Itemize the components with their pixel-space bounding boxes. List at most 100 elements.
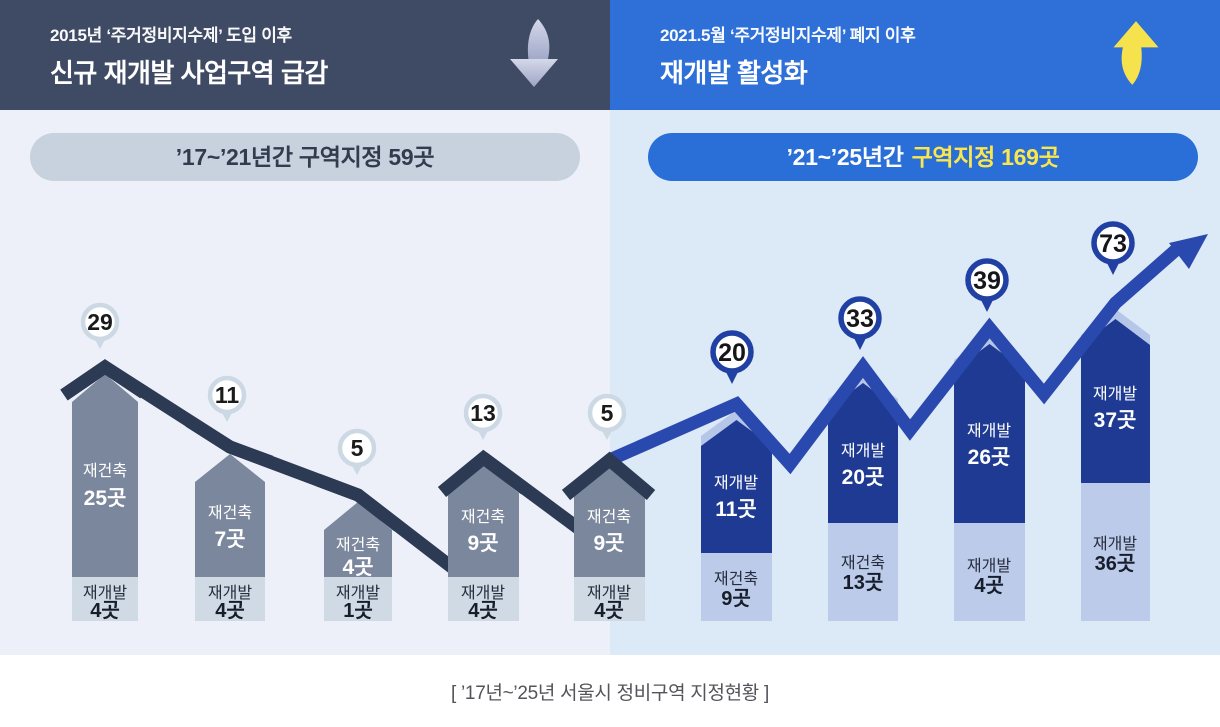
banner-right-text: ’21~’25년간 구역지정 169곳 <box>787 144 1060 170</box>
segment-count: 4곳 <box>215 600 245 622</box>
bar-9: 재개발 37곳 재개발 36곳 <box>1081 309 1150 621</box>
callout-bubble-2: 11 <box>207 375 247 422</box>
callout-bubble-1: 29 <box>80 302 120 349</box>
callout-value: 29 <box>87 309 113 335</box>
header-left: 2015년 ‘주거정비지수제’ 도입 이후 신규 재개발 사업구역 급감 <box>0 0 610 110</box>
callout-circle <box>207 375 247 415</box>
segment-label: 재건축 <box>336 536 380 554</box>
segment-label: 재건축 <box>714 570 758 588</box>
bar-4-bottom-segment <box>448 577 519 621</box>
callout-bubble-4: 13 <box>463 393 503 440</box>
segment-label: 재개발 <box>208 584 252 602</box>
segment-label: 재개발 <box>841 442 885 460</box>
callout-circle <box>1091 221 1135 265</box>
segment-count: 4곳 <box>90 600 120 622</box>
callout-circle <box>80 302 120 342</box>
bar-6-top-segment <box>701 420 772 553</box>
segment-count: 9곳 <box>468 532 499 555</box>
chart-area: ’17~’21년간 구역지정 59곳 ’21~’25년간 구역지정 169곳 재건… <box>0 110 1220 655</box>
segment-count: 7곳 <box>215 528 246 551</box>
header-left-subtitle: 2015년 ‘주거정비지수제’ 도입 이후 <box>50 25 292 45</box>
bar-1-cap <box>60 359 148 401</box>
callout-value: 5 <box>601 400 614 426</box>
callout-value: 39 <box>973 267 1001 295</box>
segment-count: 9곳 <box>721 588 751 610</box>
segment-count: 1곳 <box>343 600 373 622</box>
segment-label: 재개발 <box>587 584 631 602</box>
segment-label: 재개발 <box>967 557 1011 575</box>
bar-3-cap <box>315 473 402 532</box>
segment-label: 재개발 <box>336 584 380 602</box>
bar-2-bottom-segment <box>195 577 265 621</box>
bar-2-top-segment <box>195 454 265 577</box>
callout-bubble-5: 5 <box>587 393 627 440</box>
bar-1-top-segment <box>72 374 138 577</box>
bar-6: 재개발 11곳 재건축 9곳 <box>701 410 772 621</box>
bar-5-cap <box>561 451 656 501</box>
segment-label: 재개발 <box>461 584 505 602</box>
bar-8-top-segment <box>954 344 1025 523</box>
banner-right-prefix: ’21~’25년간 <box>787 144 904 170</box>
segment-label: 재건축 <box>841 554 885 572</box>
segment-label: 재건축 <box>461 508 505 526</box>
banner-right-pill <box>648 133 1198 181</box>
down-arrow-icon <box>510 19 558 87</box>
bar-8-bottom-segment <box>954 523 1025 621</box>
segment-count: 4곳 <box>594 600 624 622</box>
segment-label: 재개발 <box>967 422 1011 440</box>
callout-value: 5 <box>351 435 364 461</box>
segment-count: 13곳 <box>843 572 884 594</box>
bar-7: 재개발 20곳 재건축 13곳 <box>828 373 898 621</box>
bar-5-top-segment <box>574 467 645 577</box>
callout-bubble-7: 33 <box>838 296 882 350</box>
bar-1-bottom-segment <box>72 577 138 621</box>
segment-count: 20곳 <box>842 466 885 489</box>
segment-count: 9곳 <box>594 532 625 555</box>
callout-bubble-8: 39 <box>965 258 1009 312</box>
callout-value: 11 <box>215 382 240 408</box>
segment-label: 재개발 <box>1093 535 1137 553</box>
banner-right-highlight: 구역지정 169곳 <box>912 144 1060 170</box>
caption-row: [ ’17년~’25년 서울시 정비구역 지정현황 ] <box>0 655 1220 727</box>
header-right-title: 재개발 활성화 <box>660 57 808 88</box>
banner-right: ’21~’25년간 구역지정 169곳 <box>648 133 1198 181</box>
header-row: 2015년 ‘주거정비지수제’ 도입 이후 신규 재개발 사업구역 급감 202… <box>0 0 1220 110</box>
callout-circle <box>587 393 627 433</box>
bar-3: 재건축 4곳 재개발 1곳 <box>324 502 392 622</box>
segment-count: 37곳 <box>1094 409 1137 432</box>
callout-circle <box>337 428 377 468</box>
callout-bubble-9: 73 <box>1091 221 1135 275</box>
segment-count: 11곳 <box>715 498 757 521</box>
bar-7-bottom-segment <box>828 523 898 621</box>
segment-label: 재건축 <box>83 462 127 480</box>
header-right: 2021.5월 ‘주거정비지수제’ 폐지 이후 재개발 활성화 <box>610 0 1220 110</box>
bar-9-bottom-segment <box>1081 483 1150 621</box>
segment-label: 재개발 <box>83 584 127 602</box>
up-arrow-icon <box>1113 21 1159 85</box>
segment-label: 재개발 <box>714 474 758 492</box>
trend-line-up <box>606 244 1182 475</box>
segment-count: 25곳 <box>84 487 127 510</box>
callout-circle <box>965 258 1009 302</box>
bar-7-top-segment <box>828 383 898 523</box>
segment-label: 재개발 <box>1093 385 1137 403</box>
callout-circle <box>463 393 503 433</box>
callout-value: 33 <box>846 305 874 333</box>
callout-bubble-6: 20 <box>710 330 754 384</box>
header-right-subtitle: 2021.5월 ‘주거정비지수제’ 폐지 이후 <box>660 25 916 45</box>
bar-3-top-segment <box>324 502 392 577</box>
segment-count: 36곳 <box>1095 553 1136 575</box>
trend-arrowhead <box>1169 234 1208 269</box>
callout-value: 73 <box>1099 230 1127 258</box>
segment-count: 4곳 <box>974 575 1004 597</box>
banner-left-pill <box>30 133 580 181</box>
bar-6-bottom-segment <box>701 553 772 621</box>
callout-value: 20 <box>718 339 746 367</box>
bar-2: 재건축 7곳 재개발 4곳 <box>195 454 265 622</box>
segment-label: 재건축 <box>208 504 252 522</box>
bar-9-top-segment <box>1081 319 1150 483</box>
bar-4-cap <box>437 449 529 498</box>
callout-circle <box>838 296 882 340</box>
bar-1: 재건축 25곳 재개발 4곳 <box>72 374 138 622</box>
bar-2-cap <box>185 415 274 469</box>
